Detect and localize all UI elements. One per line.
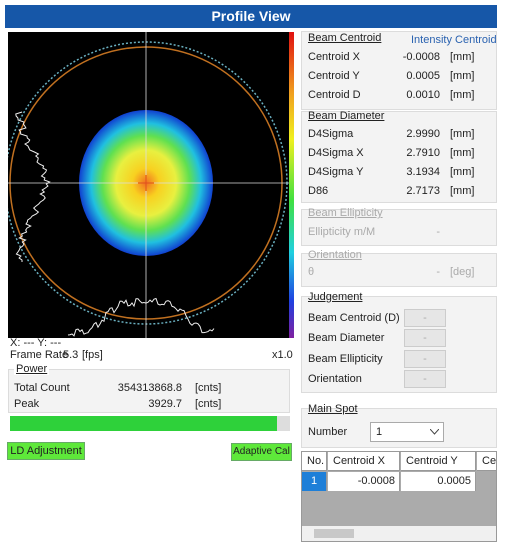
- centroid-mode[interactable]: Intensity Centroid: [411, 34, 497, 46]
- power-unit: [cnts]: [195, 398, 222, 410]
- group-title: Judgement: [308, 291, 363, 303]
- row-unit: [mm]: [450, 70, 475, 82]
- row-unit: [mm]: [450, 128, 475, 140]
- row-value: -: [436, 266, 440, 278]
- row-unit: [mm]: [450, 166, 475, 178]
- row-label: Beam Centroid (D): [308, 312, 400, 324]
- row-value: -: [436, 226, 440, 238]
- row-label: D4Sigma X: [308, 147, 364, 159]
- power-value: 354313868.8: [117, 382, 182, 394]
- row-unit: [mm]: [450, 51, 475, 63]
- scrollbar[interactable]: [302, 526, 496, 541]
- group-title: Beam Centroid: [308, 32, 382, 44]
- row-value: 3.1934: [406, 166, 440, 178]
- row-label: D86: [308, 185, 329, 197]
- progress-fill: [10, 416, 277, 431]
- row-label: Centroid Y: [308, 70, 360, 82]
- column-header: Centroid X: [328, 452, 400, 471]
- power-label: Total Count: [14, 382, 70, 394]
- judgement-box: -: [404, 309, 446, 327]
- scroll-thumb[interactable]: [314, 529, 354, 538]
- row-unit: [mm]: [450, 147, 475, 159]
- judgement-box: -: [404, 329, 446, 348]
- row-value: -0.0008: [402, 51, 440, 63]
- row-label: Beam Diameter: [308, 332, 385, 345]
- row-value: 0.0010: [406, 89, 440, 101]
- ld-adjustment-button[interactable]: LD Adjustment: [7, 442, 85, 460]
- beam-ellipticity-group: [301, 209, 497, 246]
- row-label: D4Sigma Y: [308, 166, 364, 178]
- cursor-position: X: --- Y: ---: [10, 337, 62, 349]
- row-unit: [mm]: [450, 185, 475, 197]
- row-label: D4Sigma: [308, 128, 354, 140]
- row-label: Beam Ellipticity: [308, 352, 383, 365]
- row-value: 2.7173: [406, 185, 440, 197]
- frame-rate-unit: [fps]: [82, 349, 103, 361]
- column-header: No.: [302, 452, 327, 471]
- row-value: 2.9990: [406, 128, 440, 140]
- row-value: 0.0005: [406, 70, 440, 82]
- column-header: Ce: [477, 452, 496, 471]
- number-select[interactable]: 1: [370, 422, 444, 442]
- table-cell: 1: [302, 472, 327, 491]
- row-label: Ellipticity m/M: [308, 226, 376, 238]
- table-cell: 0.0005: [401, 472, 476, 491]
- progress-track: [10, 416, 290, 431]
- row-value: 2.7910: [406, 147, 440, 159]
- judgement-group: [301, 296, 497, 393]
- power-unit: [cnts]: [195, 382, 222, 394]
- frame-rate: 5.3: [63, 349, 79, 361]
- beam-centroid-group: [301, 31, 497, 110]
- judgement-box: -: [404, 349, 446, 368]
- row-label: Centroid D: [308, 89, 361, 101]
- adaptive-cal-button[interactable]: Adaptive Cal: [231, 443, 292, 461]
- power-title: Power: [14, 363, 50, 375]
- judgement-box: -: [404, 369, 446, 388]
- power-label: Peak: [14, 398, 40, 410]
- row-unit: [mm]: [450, 89, 475, 101]
- frame-rate-label: Frame Rate: [10, 349, 69, 361]
- group-title: Beam Diameter: [308, 110, 385, 122]
- row-label: θ: [308, 266, 315, 278]
- beam-image: [8, 32, 294, 338]
- result-table: No. Centroid X Centroid Y Ce 1 -0.0008 0.0005: [301, 451, 497, 542]
- zoom: x1.0: [272, 349, 293, 361]
- dropdown-arrow: [430, 429, 439, 435]
- number-value: 1: [376, 426, 383, 438]
- row-label: Centroid X: [308, 51, 360, 63]
- number-label: Number: [308, 426, 348, 438]
- power-group: [8, 369, 290, 413]
- power-value: 3929.7: [148, 398, 182, 410]
- group-title: Beam Ellipticity: [308, 207, 383, 219]
- row-unit: [deg]: [450, 266, 475, 278]
- group-title: Orientation: [308, 249, 362, 261]
- column-header: Centroid Y: [401, 452, 476, 471]
- group-title: Main Spot: [308, 403, 358, 415]
- title-bar: Profile View: [5, 5, 497, 28]
- table-cell: -0.0008: [328, 472, 400, 491]
- orientation-group: [301, 253, 497, 287]
- row-label: Orientation: [308, 372, 362, 385]
- beam-diameter-group: [301, 111, 497, 203]
